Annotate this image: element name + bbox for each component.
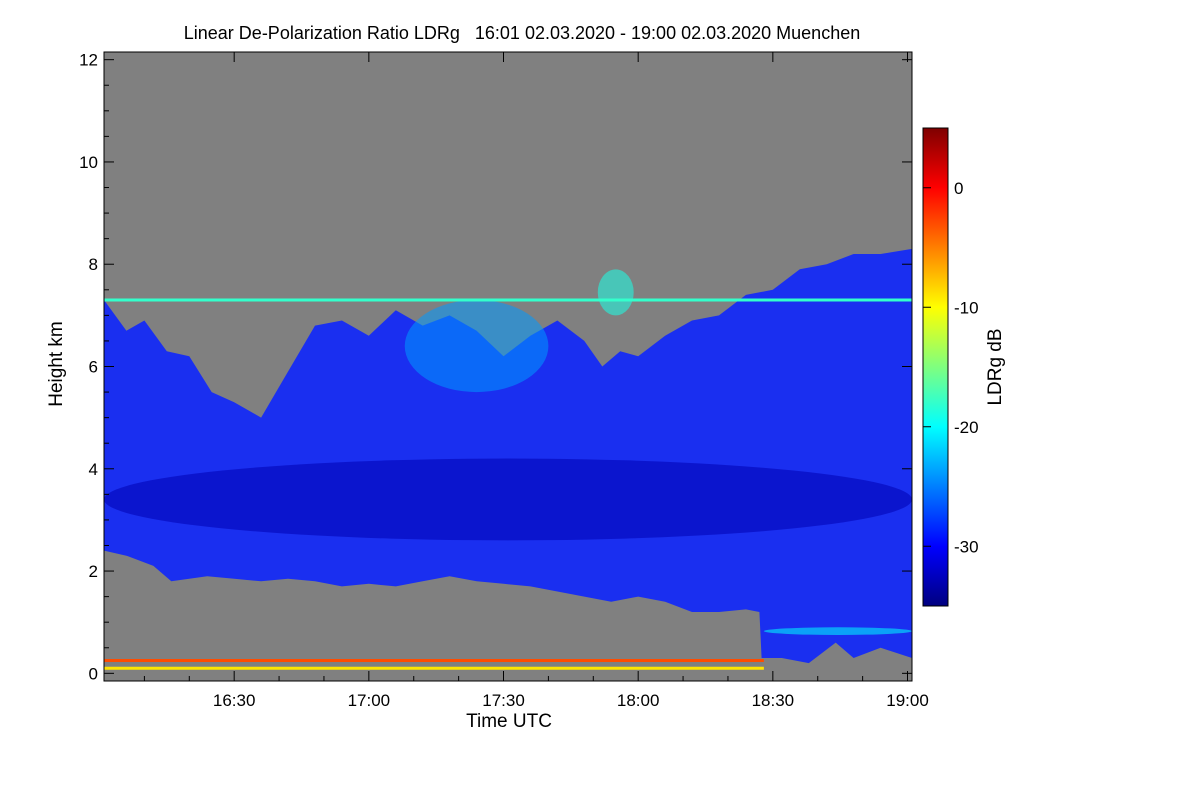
y-tick-label: 6 xyxy=(89,358,98,377)
y-tick-label: 0 xyxy=(89,664,98,683)
y-axis: 0 2 4 6 8 10 12 xyxy=(79,51,912,683)
y-tick-label: 8 xyxy=(89,255,98,274)
x-tick-label: 18:00 xyxy=(617,691,660,710)
x-tick-label: 17:30 xyxy=(482,691,525,710)
x-axis: 16:30 17:00 17:30 18:00 18:30 19:00 xyxy=(143,52,929,710)
colorbar-tick-label: -20 xyxy=(954,418,979,437)
y-tick-label: 10 xyxy=(79,153,98,172)
x-tick-label: 19:00 xyxy=(886,691,929,710)
colorbar: 0 -10 -20 -30 LDRg dB xyxy=(922,127,1006,607)
y-tick-label: 12 xyxy=(79,51,98,70)
colorbar-tick-label: 0 xyxy=(954,179,963,198)
feature-fall-streak-brighter xyxy=(404,300,549,393)
x-tick-label: 17:00 xyxy=(348,691,391,710)
colorbar-label: LDRg dB xyxy=(985,328,1006,405)
x-axis-label: Time UTC xyxy=(466,711,552,732)
colorbar-scale xyxy=(922,127,949,607)
x-tick-label: 16:30 xyxy=(213,691,256,710)
colorbar-tick-label: -30 xyxy=(954,537,979,556)
cloud-region-main-cirrus-layer xyxy=(104,248,912,664)
y-tick-label: 2 xyxy=(89,562,98,581)
y-axis-label: Height km xyxy=(46,321,67,407)
colorbar-tick-label: -10 xyxy=(954,298,979,317)
x-tick-label: 18:30 xyxy=(752,691,795,710)
chart-title: Linear De-Polarization Ratio LDRg 16:01 … xyxy=(184,23,860,43)
feature-mid-level-denser-core xyxy=(104,458,912,541)
y-tick-label: 4 xyxy=(89,460,98,479)
plot-area xyxy=(104,52,912,681)
feature-isolated-high-patch xyxy=(597,269,634,316)
feature-low-cloud-top-after-1830 xyxy=(763,627,912,635)
